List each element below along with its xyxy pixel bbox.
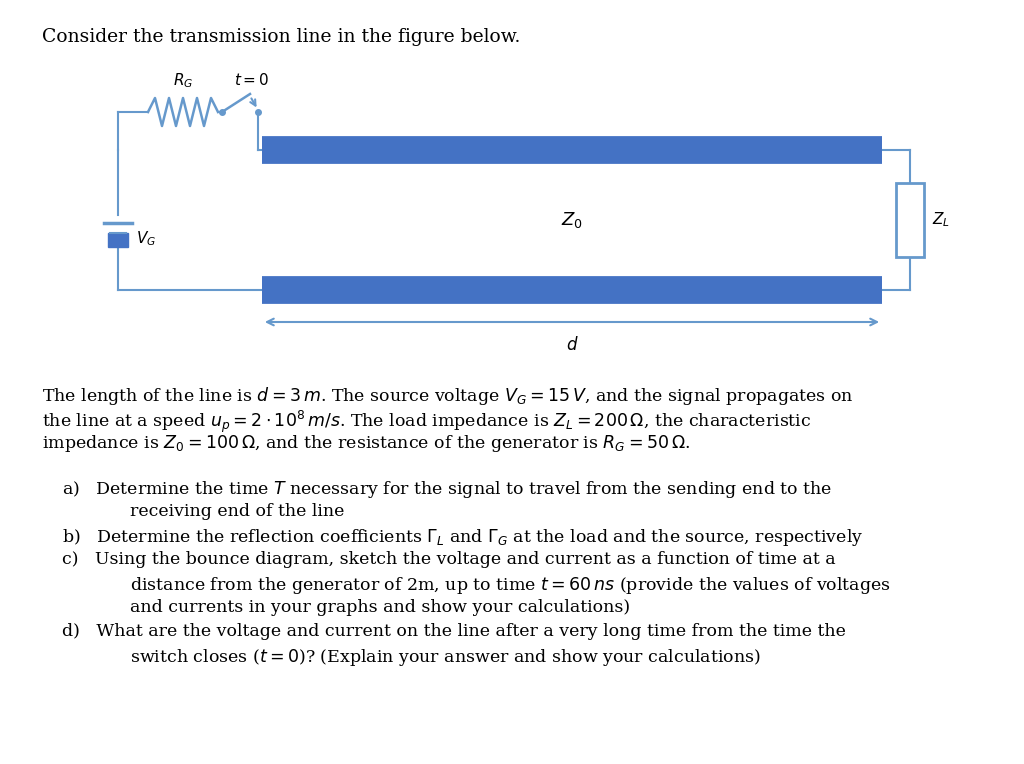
Text: b)   Determine the reflection coefficients $\Gamma_L$ and $\Gamma_G$ at the load: b) Determine the reflection coefficients… [62, 527, 863, 548]
Text: $Z_L$: $Z_L$ [932, 211, 950, 229]
Bar [896, 183, 924, 257]
Text: $V_G$: $V_G$ [136, 229, 156, 248]
Text: $R_G$: $R_G$ [173, 71, 194, 90]
Text: switch closes ($t = 0$)? (Explain your answer and show your calculations): switch closes ($t = 0$)? (Explain your a… [86, 647, 761, 668]
Text: $Z_0$: $Z_0$ [561, 210, 583, 230]
Bar [108, 233, 128, 247]
Text: Consider the transmission line in the figure below.: Consider the transmission line in the fi… [42, 28, 520, 46]
Text: receiving end of the line: receiving end of the line [86, 503, 344, 520]
Text: the line at a speed $u_p = 2 \cdot 10^8\,m/s$. The load impedance is $Z_L = 200\: the line at a speed $u_p = 2 \cdot 10^8\… [42, 409, 811, 435]
Text: c)   Using the bounce diagram, sketch the voltage and current as a function of t: c) Using the bounce diagram, sketch the … [62, 551, 836, 568]
Text: $d$: $d$ [565, 336, 579, 354]
Text: The length of the line is $d = 3\,m$. The source voltage $V_G = 15\,V$, and the : The length of the line is $d = 3\,m$. Th… [42, 385, 853, 407]
Text: $t=0$: $t=0$ [234, 72, 269, 88]
Text: and currents in your graphs and show your calculations): and currents in your graphs and show you… [86, 599, 630, 616]
Text: distance from the generator of 2m, up to time $t = 60\,ns$ (provide the values o: distance from the generator of 2m, up to… [86, 575, 891, 596]
Text: a)   Determine the time $T$ necessary for the signal to travel from the sending : a) Determine the time $T$ necessary for … [62, 479, 833, 500]
Text: impedance is $Z_0 = 100\,\Omega$, and the resistance of the generator is $R_G = : impedance is $Z_0 = 100\,\Omega$, and th… [42, 433, 690, 454]
Text: d)   What are the voltage and current on the line after a very long time from th: d) What are the voltage and current on t… [62, 623, 846, 640]
